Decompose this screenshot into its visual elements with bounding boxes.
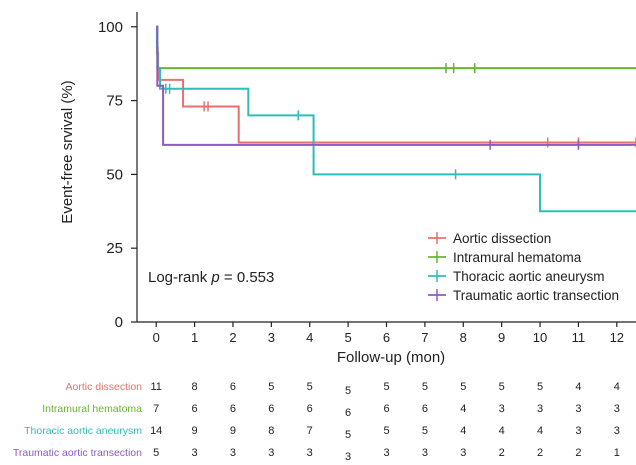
risk-cell: 5 — [345, 385, 351, 397]
risk-cell: 5 — [460, 381, 466, 393]
risk-cell: 6 — [383, 403, 389, 415]
risk-cell: 4 — [499, 425, 505, 437]
x-tick-label: 8 — [460, 330, 467, 345]
risk-cell: 4 — [575, 381, 581, 393]
risk-cell: 5 — [537, 381, 543, 393]
series-line-1 — [155, 25, 636, 144]
risk-cell: 3 — [422, 447, 428, 459]
risk-cell: 4 — [614, 381, 620, 393]
y-tick-label: 0 — [115, 314, 123, 331]
risk-cell: 8 — [192, 381, 198, 393]
risk-row-label: Aortic dissection — [66, 381, 143, 393]
x-tick-label: 7 — [421, 330, 428, 345]
risk-cell: 5 — [422, 381, 428, 393]
risk-cell: 5 — [153, 447, 159, 459]
risk-cell: 7 — [307, 425, 313, 437]
legend-label: Traumatic aortic transection — [453, 288, 619, 303]
y-tick-label: 25 — [106, 240, 123, 257]
risk-cell: 7 — [153, 403, 159, 415]
risk-cell: 11 — [150, 381, 161, 393]
x-tick-label: 3 — [268, 330, 275, 345]
risk-cell: 3 — [499, 403, 505, 415]
risk-cell: 3 — [460, 447, 466, 459]
y-tick-label: 75 — [106, 93, 123, 110]
risk-cell: 2 — [499, 447, 505, 459]
risk-cell: 3 — [383, 447, 389, 459]
y-tick-label: 50 — [106, 166, 123, 183]
x-tick-label: 6 — [383, 330, 390, 345]
risk-cell: 3 — [230, 447, 236, 459]
x-tick-label: 2 — [229, 330, 236, 345]
risk-cell: 6 — [268, 403, 274, 415]
x-tick-label: 5 — [344, 330, 351, 345]
risk-cell: 3 — [192, 447, 198, 459]
x-axis-label: Follow-up (mon) — [337, 349, 445, 366]
x-tick-label: 11 — [572, 330, 586, 345]
risk-cell: 5 — [383, 381, 389, 393]
log-rank-prefix: Log-rank — [148, 269, 211, 286]
risk-cell: 3 — [614, 425, 620, 437]
risk-table: Aortic dissection 11 8 6 5 5 5 5 5 5 5 5 4 4 Intramura… — [13, 381, 620, 463]
x-tick-label: 0 — [153, 330, 160, 345]
risk-cell: 4 — [537, 425, 543, 437]
risk-cell: 5 — [422, 425, 428, 437]
x-tick-label: 9 — [498, 330, 505, 345]
risk-cell: 5 — [307, 381, 313, 393]
risk-cell: 5 — [345, 429, 351, 441]
x-tick-label: 10 — [533, 330, 547, 345]
risk-cell: 9 — [230, 425, 236, 437]
log-rank-p-symbol: p — [210, 269, 219, 286]
risk-cell: 3 — [575, 425, 581, 437]
risk-row-label: Intramural hematoma — [42, 403, 142, 415]
risk-cell: 3 — [575, 403, 581, 415]
series-line-2 — [156, 25, 636, 70]
legend-label: Intramural hematoma — [453, 250, 582, 265]
risk-cell: 5 — [383, 425, 389, 437]
risk-cell: 6 — [230, 381, 236, 393]
y-tick-label: 100 — [98, 19, 123, 36]
series-line-4 — [156, 25, 636, 146]
risk-cell: 5 — [268, 381, 274, 393]
risk-row-label: Thoracic aortic aneurysm — [24, 425, 142, 437]
risk-cell: 3 — [614, 403, 620, 415]
risk-cell: 3 — [537, 403, 543, 415]
log-rank-annotation: Log-rank p = 0.553 — [148, 269, 274, 286]
risk-cell: 3 — [307, 447, 313, 459]
x-tick-label: 1 — [191, 330, 198, 345]
risk-cell: 6 — [422, 403, 428, 415]
risk-cell: 4 — [460, 425, 466, 437]
risk-cell: 6 — [345, 407, 351, 419]
survival-curves — [155, 25, 636, 213]
risk-cell: 2 — [537, 447, 543, 459]
risk-cell: 3 — [268, 447, 274, 459]
risk-cell: 5 — [499, 381, 505, 393]
risk-cell: 9 — [192, 425, 198, 437]
risk-cell: 4 — [460, 403, 466, 415]
risk-cell: 6 — [192, 403, 198, 415]
x-tick-label: 12 — [610, 330, 624, 345]
legend: Aortic dissection Intramural hematoma Thor… — [428, 231, 619, 303]
risk-cell: 2 — [575, 447, 581, 459]
legend-label: Aortic dissection — [453, 231, 551, 246]
risk-cell: 8 — [268, 425, 274, 437]
log-rank-value: = 0.553 — [220, 269, 275, 286]
series-line-3 — [155, 25, 636, 213]
risk-cell: 6 — [230, 403, 236, 415]
legend-label: Thoracic aortic aneurysm — [453, 269, 605, 284]
risk-cell: 3 — [345, 451, 351, 463]
risk-cell: 6 — [307, 403, 313, 415]
risk-cell: 1 — [614, 447, 620, 459]
x-tick-label: 4 — [306, 330, 313, 345]
y-axis-label: Event-free srvival (%) — [59, 80, 76, 223]
risk-cell: 14 — [150, 425, 162, 437]
risk-row-label: Traumatic aortic transection — [13, 447, 142, 459]
